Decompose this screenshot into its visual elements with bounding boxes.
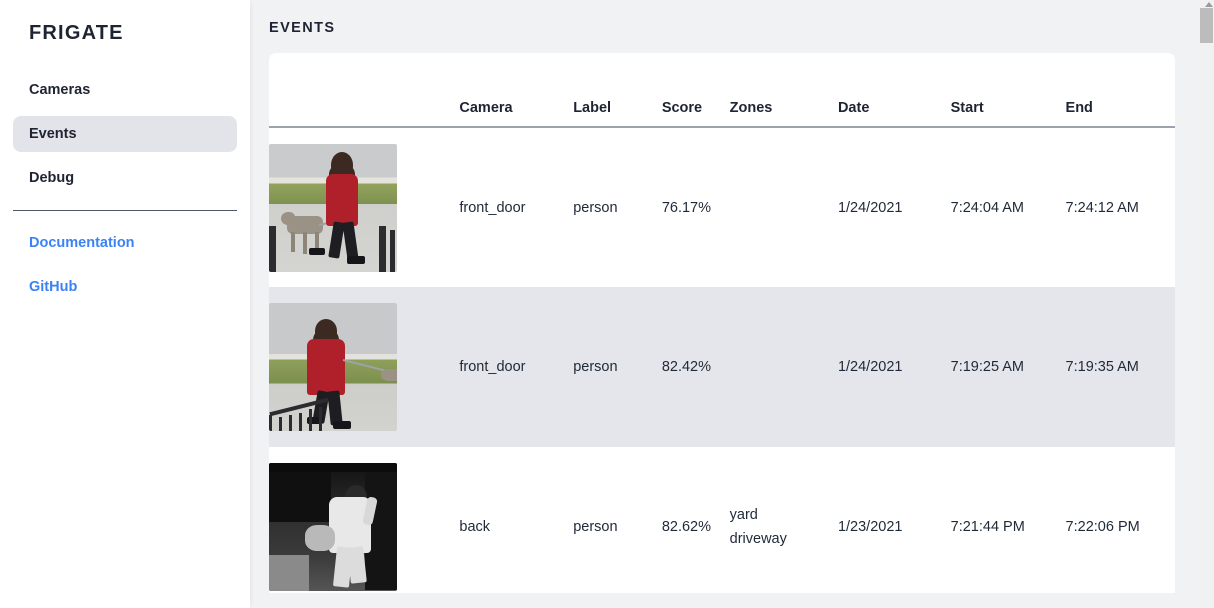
event-thumbnail-cell[interactable] [269,287,459,447]
event-camera[interactable]: back [459,519,491,535]
event-zones [730,127,838,287]
sidebar-link-documentation[interactable]: Documentation [29,235,135,251]
table-row[interactable]: front_door person 76.17% 1/24/2021 7:24:… [269,127,1175,287]
event-date: 1/24/2021 [837,199,903,216]
event-zone-item[interactable]: yard [729,507,758,523]
events-card: Camera Label Score Zones Date Start End [269,53,1175,593]
sidebar-link-github[interactable]: GitHub [29,279,78,295]
event-zones [730,287,838,447]
event-label[interactable]: person [573,359,618,375]
events-table-body: front_door person 76.17% 1/24/2021 7:24:… [269,127,1175,593]
table-row[interactable]: front_door person 82.42% 1/24/2021 7:19:… [269,287,1175,447]
app-brand-title: FRIGATE [29,22,124,44]
event-thumbnail-image[interactable] [269,463,397,591]
column-header-end[interactable]: End [1065,100,1093,116]
event-zones[interactable]: yard driveway [730,447,838,593]
event-label[interactable]: person [573,199,618,216]
page-title: EVENTS [269,20,336,36]
event-zone-item[interactable]: driveway [729,531,787,547]
column-header-date[interactable]: Date [837,100,870,116]
primary-navigation: Cameras Events Debug [13,72,237,196]
events-table-head: Camera Label Score Zones Date Start End [269,53,1175,127]
sidebar: FRIGATE Cameras Events Debug Documentati… [0,0,250,608]
event-end: 7:19:35 AM [1065,359,1139,375]
column-header-zones[interactable]: Zones [729,100,773,116]
column-header-camera[interactable]: Camera [459,100,513,116]
event-start: 7:21:44 PM [950,519,1025,535]
events-table-header-row: Camera Label Score Zones Date Start End [269,53,1175,127]
event-camera[interactable]: front_door [459,199,526,216]
event-thumbnail-cell[interactable] [269,447,459,593]
event-thumbnail-image[interactable] [269,303,397,431]
column-header-start[interactable]: Start [950,100,984,116]
column-header-label[interactable]: Label [573,100,612,116]
column-header-thumbnail [269,53,459,127]
events-table: Camera Label Score Zones Date Start End [269,53,1175,593]
event-score: 82.42% [661,359,711,375]
main-content: EVENTS Camera Label Score Zones Date Sta… [250,0,1214,608]
event-thumbnail-cell[interactable] [269,127,459,287]
event-thumbnail-image[interactable] [269,143,397,272]
event-score: 82.62% [661,519,711,535]
table-row[interactable]: back person 82.62% yard driveway 1/23/20… [269,447,1175,593]
sidebar-item-debug[interactable]: Debug [29,170,75,186]
column-header-score[interactable]: Score [661,100,703,116]
event-start: 7:24:04 AM [950,199,1024,216]
vertical-scrollbar[interactable] [1199,0,1214,608]
scroll-up-arrow-icon[interactable] [1205,2,1213,7]
scrollbar-thumb[interactable] [1200,8,1213,43]
sidebar-item-events[interactable]: Events [13,116,237,152]
event-label[interactable]: person [573,519,618,535]
sidebar-item-cameras[interactable]: Cameras [29,82,91,98]
event-end: 7:22:06 PM [1065,519,1140,535]
event-date: 1/24/2021 [837,359,903,375]
secondary-navigation: Documentation GitHub [13,227,237,303]
event-end: 7:24:12 AM [1065,199,1139,216]
event-start: 7:19:25 AM [950,359,1024,375]
event-camera[interactable]: front_door [459,359,526,375]
event-score: 76.17% [661,199,711,216]
sidebar-divider [13,210,237,211]
event-date: 1/23/2021 [837,519,903,535]
